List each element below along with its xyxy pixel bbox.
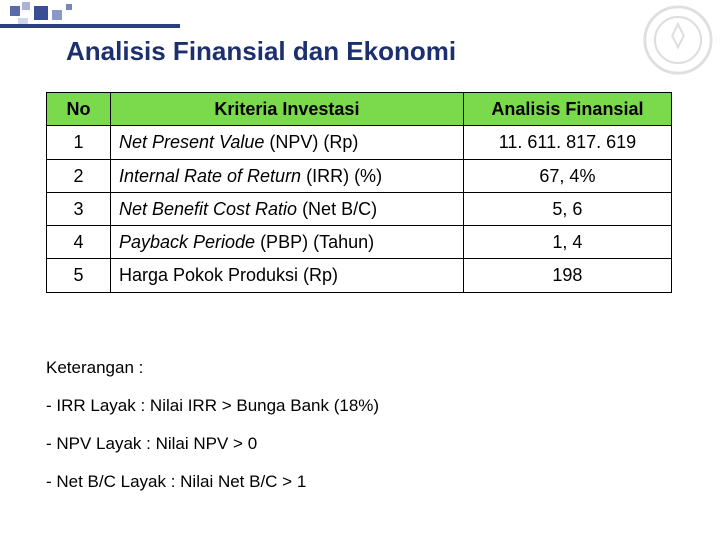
th-kriteria: Kriteria Investasi — [110, 93, 463, 126]
kriteria-italic: Payback Periode — [119, 232, 255, 252]
cell-no: 3 — [47, 192, 111, 225]
cell-kriteria: Harga Pokok Produksi (Rp) — [110, 259, 463, 292]
cell-no: 2 — [47, 159, 111, 192]
table-header: NoKriteria InvestasiAnalisis Finansial — [47, 93, 672, 126]
cell-analisis: 67, 4% — [463, 159, 671, 192]
kriteria-italic: Net Present Value — [119, 132, 264, 152]
kriteria-italic: Net Benefit Cost Ratio — [119, 199, 297, 219]
cell-analisis: 11. 611. 817. 619 — [463, 126, 671, 159]
th-analisis: Analisis Finansial — [463, 93, 671, 126]
kriteria-rest: (PBP) (Tahun) — [255, 232, 374, 252]
kriteria-italic: Internal Rate of Return — [119, 166, 301, 186]
deco-square — [22, 2, 30, 10]
deco-square — [66, 4, 72, 10]
slide-title: Analisis Finansial dan Ekonomi — [66, 36, 456, 67]
cell-kriteria: Internal Rate of Return (IRR) (%) — [110, 159, 463, 192]
table-row: 1Net Present Value (NPV) (Rp)11. 611. 81… — [47, 126, 672, 159]
cell-kriteria: Net Benefit Cost Ratio (Net B/C) — [110, 192, 463, 225]
cell-no: 5 — [47, 259, 111, 292]
corner-decoration — [0, 0, 180, 34]
kriteria-rest: (IRR) (%) — [301, 166, 382, 186]
cell-analisis: 1, 4 — [463, 226, 671, 259]
table-body: 1Net Present Value (NPV) (Rp)11. 611. 81… — [47, 126, 672, 292]
deco-square — [34, 6, 48, 20]
cell-kriteria: Net Present Value (NPV) (Rp) — [110, 126, 463, 159]
note-line: - IRR Layak : Nilai IRR > Bunga Bank (18… — [46, 396, 379, 416]
deco-square — [52, 10, 62, 20]
kriteria-rest: (NPV) (Rp) — [264, 132, 358, 152]
table-row: 5 Harga Pokok Produksi (Rp) 198 — [47, 259, 672, 292]
table-row: 2Internal Rate of Return (IRR) (%)67, 4% — [47, 159, 672, 192]
deco-bar — [0, 24, 180, 28]
cell-kriteria: Payback Periode (PBP) (Tahun) — [110, 226, 463, 259]
kriteria-rest: Harga Pokok Produksi (Rp) — [119, 265, 338, 285]
cell-analisis: 5, 6 — [463, 192, 671, 225]
note-line: - Net B/C Layak : Nilai Net B/C > 1 — [46, 472, 379, 492]
notes-block: Keterangan : - IRR Layak : Nilai IRR > B… — [46, 358, 379, 510]
table-row: 4Payback Periode (PBP) (Tahun)1, 4 — [47, 226, 672, 259]
table-row: 3Net Benefit Cost Ratio (Net B/C)5, 6 — [47, 192, 672, 225]
th-no: No — [47, 93, 111, 126]
cell-no: 1 — [47, 126, 111, 159]
kriteria-rest: (Net B/C) — [297, 199, 377, 219]
notes-heading: Keterangan : — [46, 358, 379, 378]
deco-square — [10, 6, 20, 16]
watermark-seal — [642, 4, 714, 76]
note-line: - NPV Layak : Nilai NPV > 0 — [46, 434, 379, 454]
cell-analisis: 198 — [463, 259, 671, 292]
cell-no: 4 — [47, 226, 111, 259]
analysis-table: NoKriteria InvestasiAnalisis Finansial 1… — [46, 92, 672, 293]
